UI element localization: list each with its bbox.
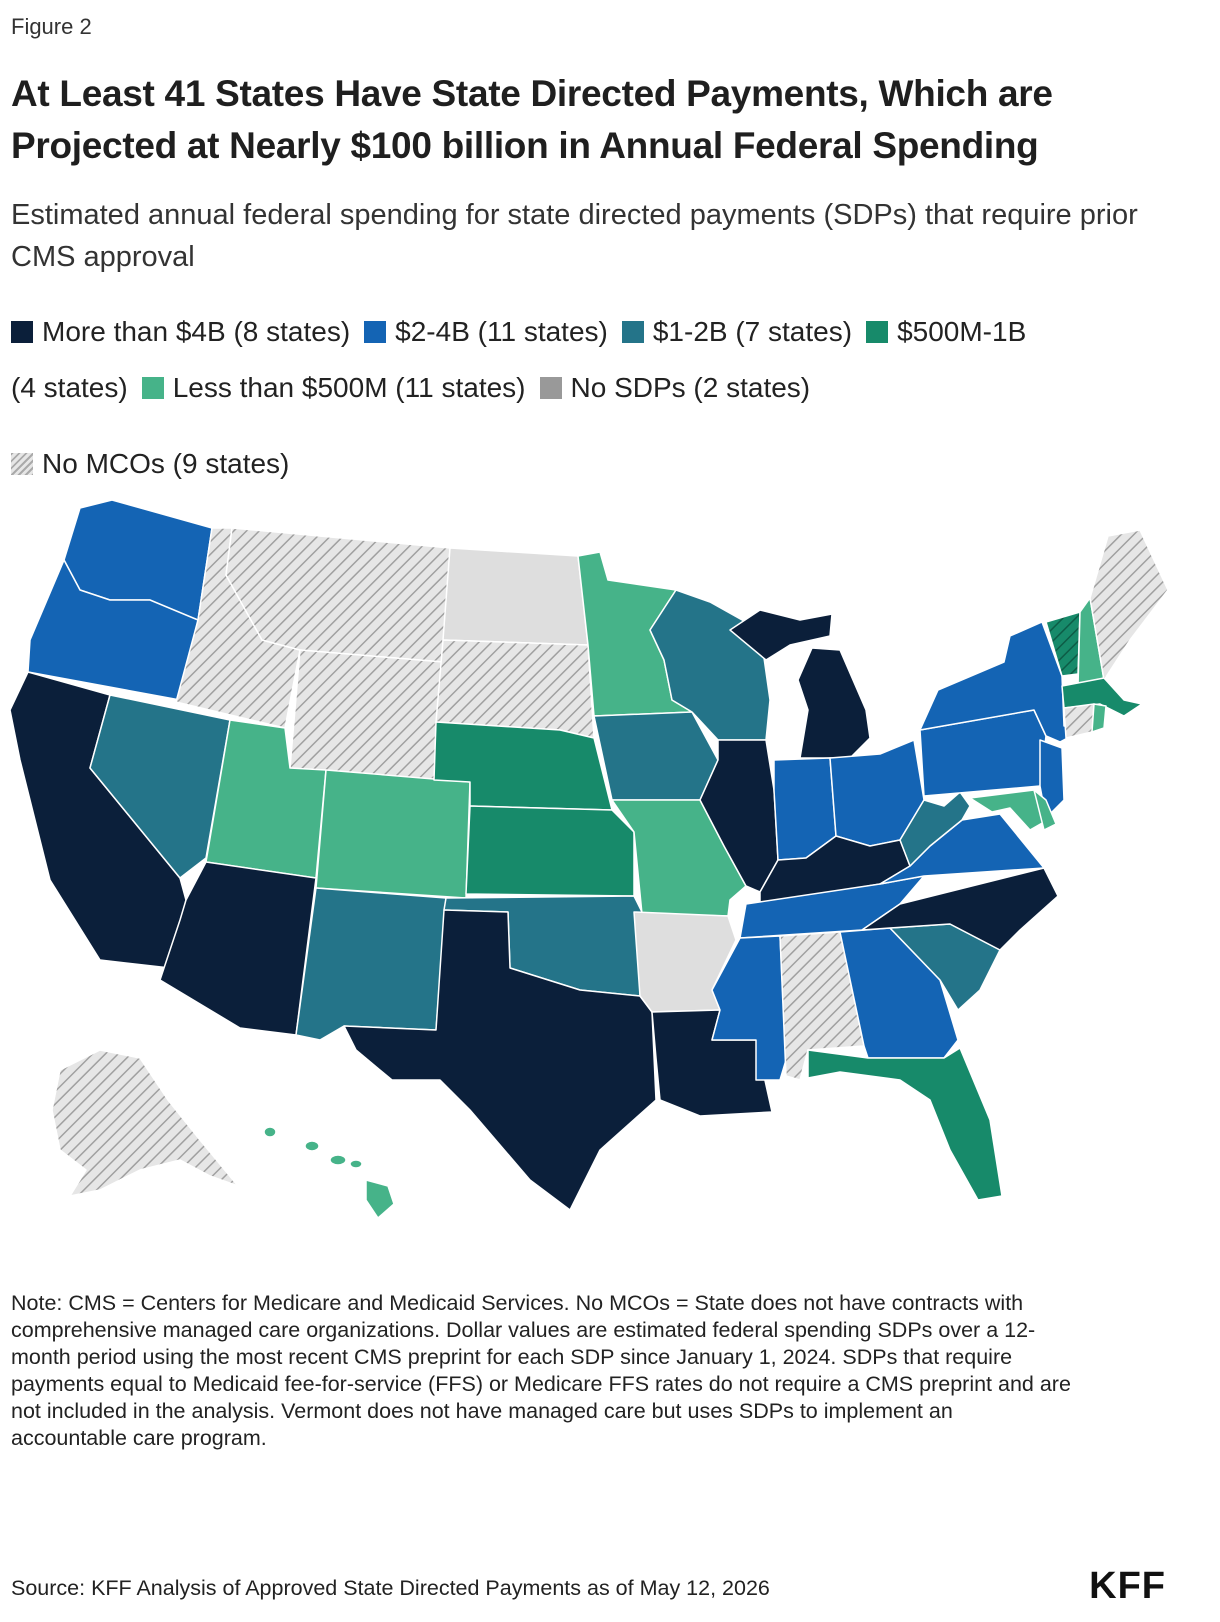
legend-item-over-4b: More than $4B (8 states): [11, 316, 350, 348]
legend-label: $500M-1B: [897, 316, 1027, 347]
legend-item-2-4b: $2-4B (11 states): [364, 316, 608, 348]
state-alaska: [51, 1049, 239, 1197]
kff-logo: KFF: [1089, 1565, 1166, 1607]
legend-swatch: [364, 321, 387, 343]
chart-note: Note: CMS = Centers for Medicare and Med…: [11, 1291, 1071, 1450]
legend-row-3: No MCOs (9 states): [11, 436, 1211, 492]
legend-item-under-500m: Less than $500M (11 states): [141, 372, 526, 404]
legend-item-500m-1b-count: (4 states): [11, 372, 128, 404]
legend-label: $1-2B (7 states): [652, 316, 853, 347]
state-colorado: [315, 769, 471, 899]
state-illinois: [699, 739, 779, 893]
legend-row-2: (4 states) Less than $500M (11 states) N…: [11, 360, 1211, 416]
legend-swatch: [866, 321, 889, 343]
legend-label: More than $4B (8 states): [42, 316, 351, 347]
state-michigan-lower: [797, 647, 871, 759]
state-florida: [807, 1047, 1003, 1201]
state-north-dakota: [442, 547, 589, 646]
state-new-mexico: [295, 887, 447, 1041]
legend-label: (4 states): [11, 372, 128, 403]
legend: More than $4B (8 states) $2-4B (11 state…: [11, 304, 1211, 492]
state-west-virginia: [899, 791, 971, 867]
chart-source: Source: KFF Analysis of Approved State D…: [11, 1576, 770, 1600]
legend-label: Less than $500M (11 states): [172, 372, 526, 403]
state-new-jersey: [1039, 739, 1065, 819]
legend-label: No MCOs (9 states): [42, 448, 290, 479]
legend-swatch: [539, 377, 562, 399]
figure-label: Figure 2: [11, 14, 92, 39]
legend-item-no-sdps: No SDPs (2 states): [539, 372, 811, 404]
state-arizona: [159, 861, 317, 1036]
state-hawaii: [263, 1126, 395, 1219]
legend-swatch: [11, 321, 33, 343]
chart-subtitle: Estimated annual federal spending for st…: [11, 199, 1138, 273]
state-delaware: [1033, 789, 1057, 831]
state-maine: [1089, 529, 1169, 681]
state-north-carolina: [861, 867, 1059, 951]
legend-item-500m-1b: $500M-1B: [866, 316, 1026, 348]
legend-row-1: More than $4B (8 states) $2-4B (11 state…: [11, 304, 1211, 360]
legend-swatch: [621, 321, 644, 343]
state-michigan-upper: [729, 609, 833, 661]
legend-swatch-hatch: [11, 453, 33, 475]
state-kansas: [465, 805, 635, 897]
legend-item-no-mcos: No MCOs (9 states): [11, 448, 289, 480]
us-state-map: [9, 499, 1169, 1219]
state-wyoming: [289, 649, 444, 781]
state-texas: [343, 909, 657, 1211]
chart-title: At Least 41 States Have State Directed P…: [11, 73, 1053, 166]
legend-label: $2-4B (11 states): [395, 316, 608, 347]
state-rhode-island: [1091, 703, 1107, 733]
state-nevada: [89, 694, 231, 879]
state-connecticut: [1063, 703, 1095, 739]
legend-item-1-2b: $1-2B (7 states): [621, 316, 853, 348]
legend-label: No SDPs (2 states): [570, 372, 811, 403]
state-iowa: [593, 711, 719, 801]
legend-swatch: [141, 377, 164, 399]
